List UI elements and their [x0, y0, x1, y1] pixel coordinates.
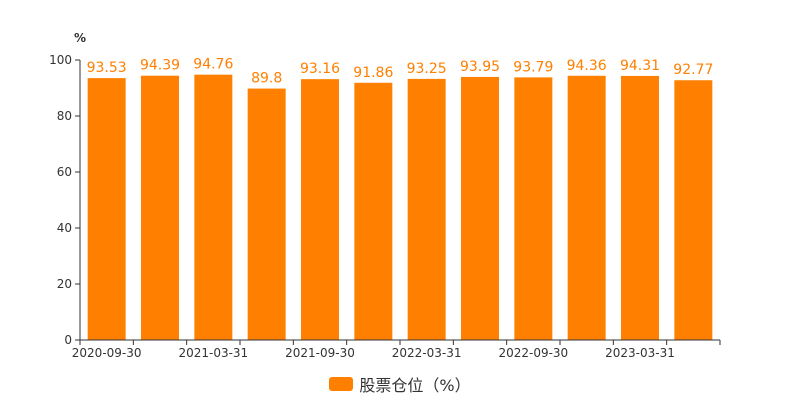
- bar-value-label: 93.16: [300, 61, 340, 77]
- x-tick-label: 2023-03-31: [605, 346, 675, 360]
- data-labels: 93.53 94.39 94.76 89.8 93.16 91.86 93.25 93.95 9…: [87, 57, 714, 87]
- bar-value-label: 92.77: [673, 62, 713, 78]
- x-tick-label: 2020-09-30: [72, 346, 142, 360]
- bar[interactable]: [354, 82, 393, 341]
- x-tick-label: 2021-09-30: [285, 346, 355, 360]
- bar-chart: 0 20 40 60 80 100 93.53 94.39 94.76 89.8 93.16 91.…: [49, 31, 721, 360]
- bar[interactable]: [461, 76, 499, 340]
- x-tick-label: 2022-09-30: [498, 346, 568, 360]
- bar[interactable]: [514, 77, 553, 340]
- x-tick-label: 2022-03-31: [392, 346, 462, 360]
- bars: [87, 74, 713, 341]
- y-tick-label: 20: [57, 277, 72, 291]
- legend-label: 股票仓位（%）: [359, 376, 471, 395]
- bar[interactable]: [87, 78, 126, 340]
- legend-swatch: [329, 377, 354, 391]
- bar[interactable]: [194, 74, 233, 340]
- y-tick-label: 0: [64, 333, 72, 347]
- bar-value-label: 93.53: [87, 60, 127, 76]
- bar-value-label: 94.36: [567, 58, 607, 74]
- bar-value-label: 89.8: [251, 71, 282, 87]
- y-tick-label: 40: [57, 221, 72, 235]
- bar[interactable]: [567, 75, 606, 341]
- x-tick-label: 2021-03-31: [178, 346, 248, 360]
- bar[interactable]: [621, 75, 659, 340]
- bar-value-label: 94.31: [620, 58, 660, 74]
- bar[interactable]: [674, 80, 713, 340]
- bar-value-label: 91.86: [353, 65, 393, 81]
- x-axis: 2020-09-30 2021-03-31 2021-09-30 2022-03-31…: [72, 339, 721, 360]
- bar[interactable]: [301, 79, 339, 340]
- bar[interactable]: [247, 88, 286, 340]
- y-tick-label: 100: [49, 53, 72, 67]
- bar-value-label: 94.39: [140, 58, 180, 74]
- y-tick-label: 80: [57, 109, 72, 123]
- bar-value-label: 94.76: [193, 57, 233, 73]
- y-tick-label: 60: [57, 165, 72, 179]
- y-axis-unit-label: %: [74, 31, 86, 45]
- legend[interactable]: 股票仓位（%）: [0, 372, 800, 396]
- bar-value-label: 93.95: [460, 59, 500, 75]
- bar[interactable]: [407, 78, 446, 341]
- bar-value-label: 93.79: [513, 59, 553, 75]
- y-axis: 0 20 40 60 80 100: [49, 53, 81, 347]
- bar-value-label: 93.25: [407, 61, 447, 77]
- bar[interactable]: [141, 75, 179, 340]
